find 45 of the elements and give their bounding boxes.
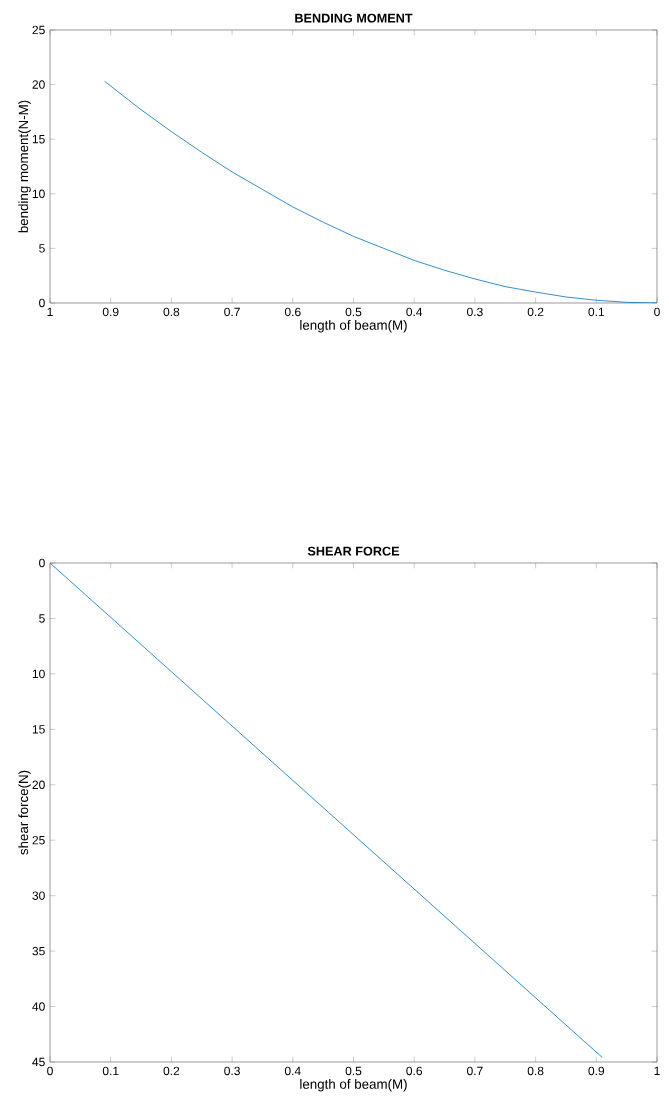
y-tick-label: 30	[32, 891, 45, 900]
chart-title: BENDING MOMENT	[295, 13, 413, 23]
x-tick-label: 0.8	[527, 1066, 544, 1076]
y-tick-label: 25	[32, 835, 45, 845]
y-tick-label: 0	[39, 558, 45, 568]
x-tick-label: 0.4	[284, 1066, 301, 1076]
y-tick-label: 25	[32, 25, 45, 35]
y-tick-label: 40	[32, 1002, 45, 1011]
y-axis-title: shear force(N)	[18, 770, 31, 855]
x-axis-title: length of beam(M)	[300, 1079, 407, 1092]
x-tick-label: 0	[47, 1066, 53, 1076]
y-tick-label: 5	[39, 244, 45, 253]
x-tick-label: 0.9	[588, 1066, 605, 1076]
x-tick-label: 0.2	[527, 307, 544, 317]
y-tick-label: 20	[32, 780, 45, 790]
x-tick-label: 0.3	[467, 307, 483, 317]
y-tick-label: 10	[32, 189, 45, 199]
x-tick-label: 0.6	[406, 1066, 423, 1076]
x-tick-label: 0.6	[284, 307, 301, 317]
x-tick-label: 0	[654, 307, 660, 317]
y-tick-label: 0	[39, 298, 45, 308]
x-tick-label: 0.9	[102, 307, 119, 317]
y-tick-label: 5	[39, 614, 45, 623]
y-tick-label: 15	[32, 725, 45, 734]
y-tick-label: 15	[32, 135, 45, 144]
y-tick-label: 20	[32, 80, 45, 89]
x-tick-label: 0.5	[345, 1066, 362, 1076]
x-tick-label: 0.1	[102, 1066, 119, 1076]
x-tick-label: 0.2	[163, 1066, 180, 1076]
x-tick-label: 1	[654, 1066, 660, 1075]
x-tick-label: 0.7	[467, 1066, 483, 1076]
y-tick-label: 10	[32, 669, 45, 679]
x-tick-label: 1	[47, 307, 53, 316]
chart-title: SHEAR FORCE	[307, 546, 400, 556]
line-series	[104, 80, 657, 303]
y-tick-label: 35	[32, 946, 45, 956]
x-tick-label: 0.5	[345, 307, 362, 317]
x-tick-label: 0.4	[406, 307, 423, 317]
x-tick-label: 0.3	[224, 1066, 240, 1076]
x-axis-title: length of beam(M)	[300, 320, 407, 333]
x-tick-label: 0.7	[224, 307, 240, 317]
y-tick-label: 45	[32, 1057, 45, 1067]
x-tick-label: 0.1	[588, 307, 605, 317]
x-tick-label: 0.8	[163, 307, 180, 317]
y-axis-title: bending moment(N-M)	[18, 100, 31, 233]
